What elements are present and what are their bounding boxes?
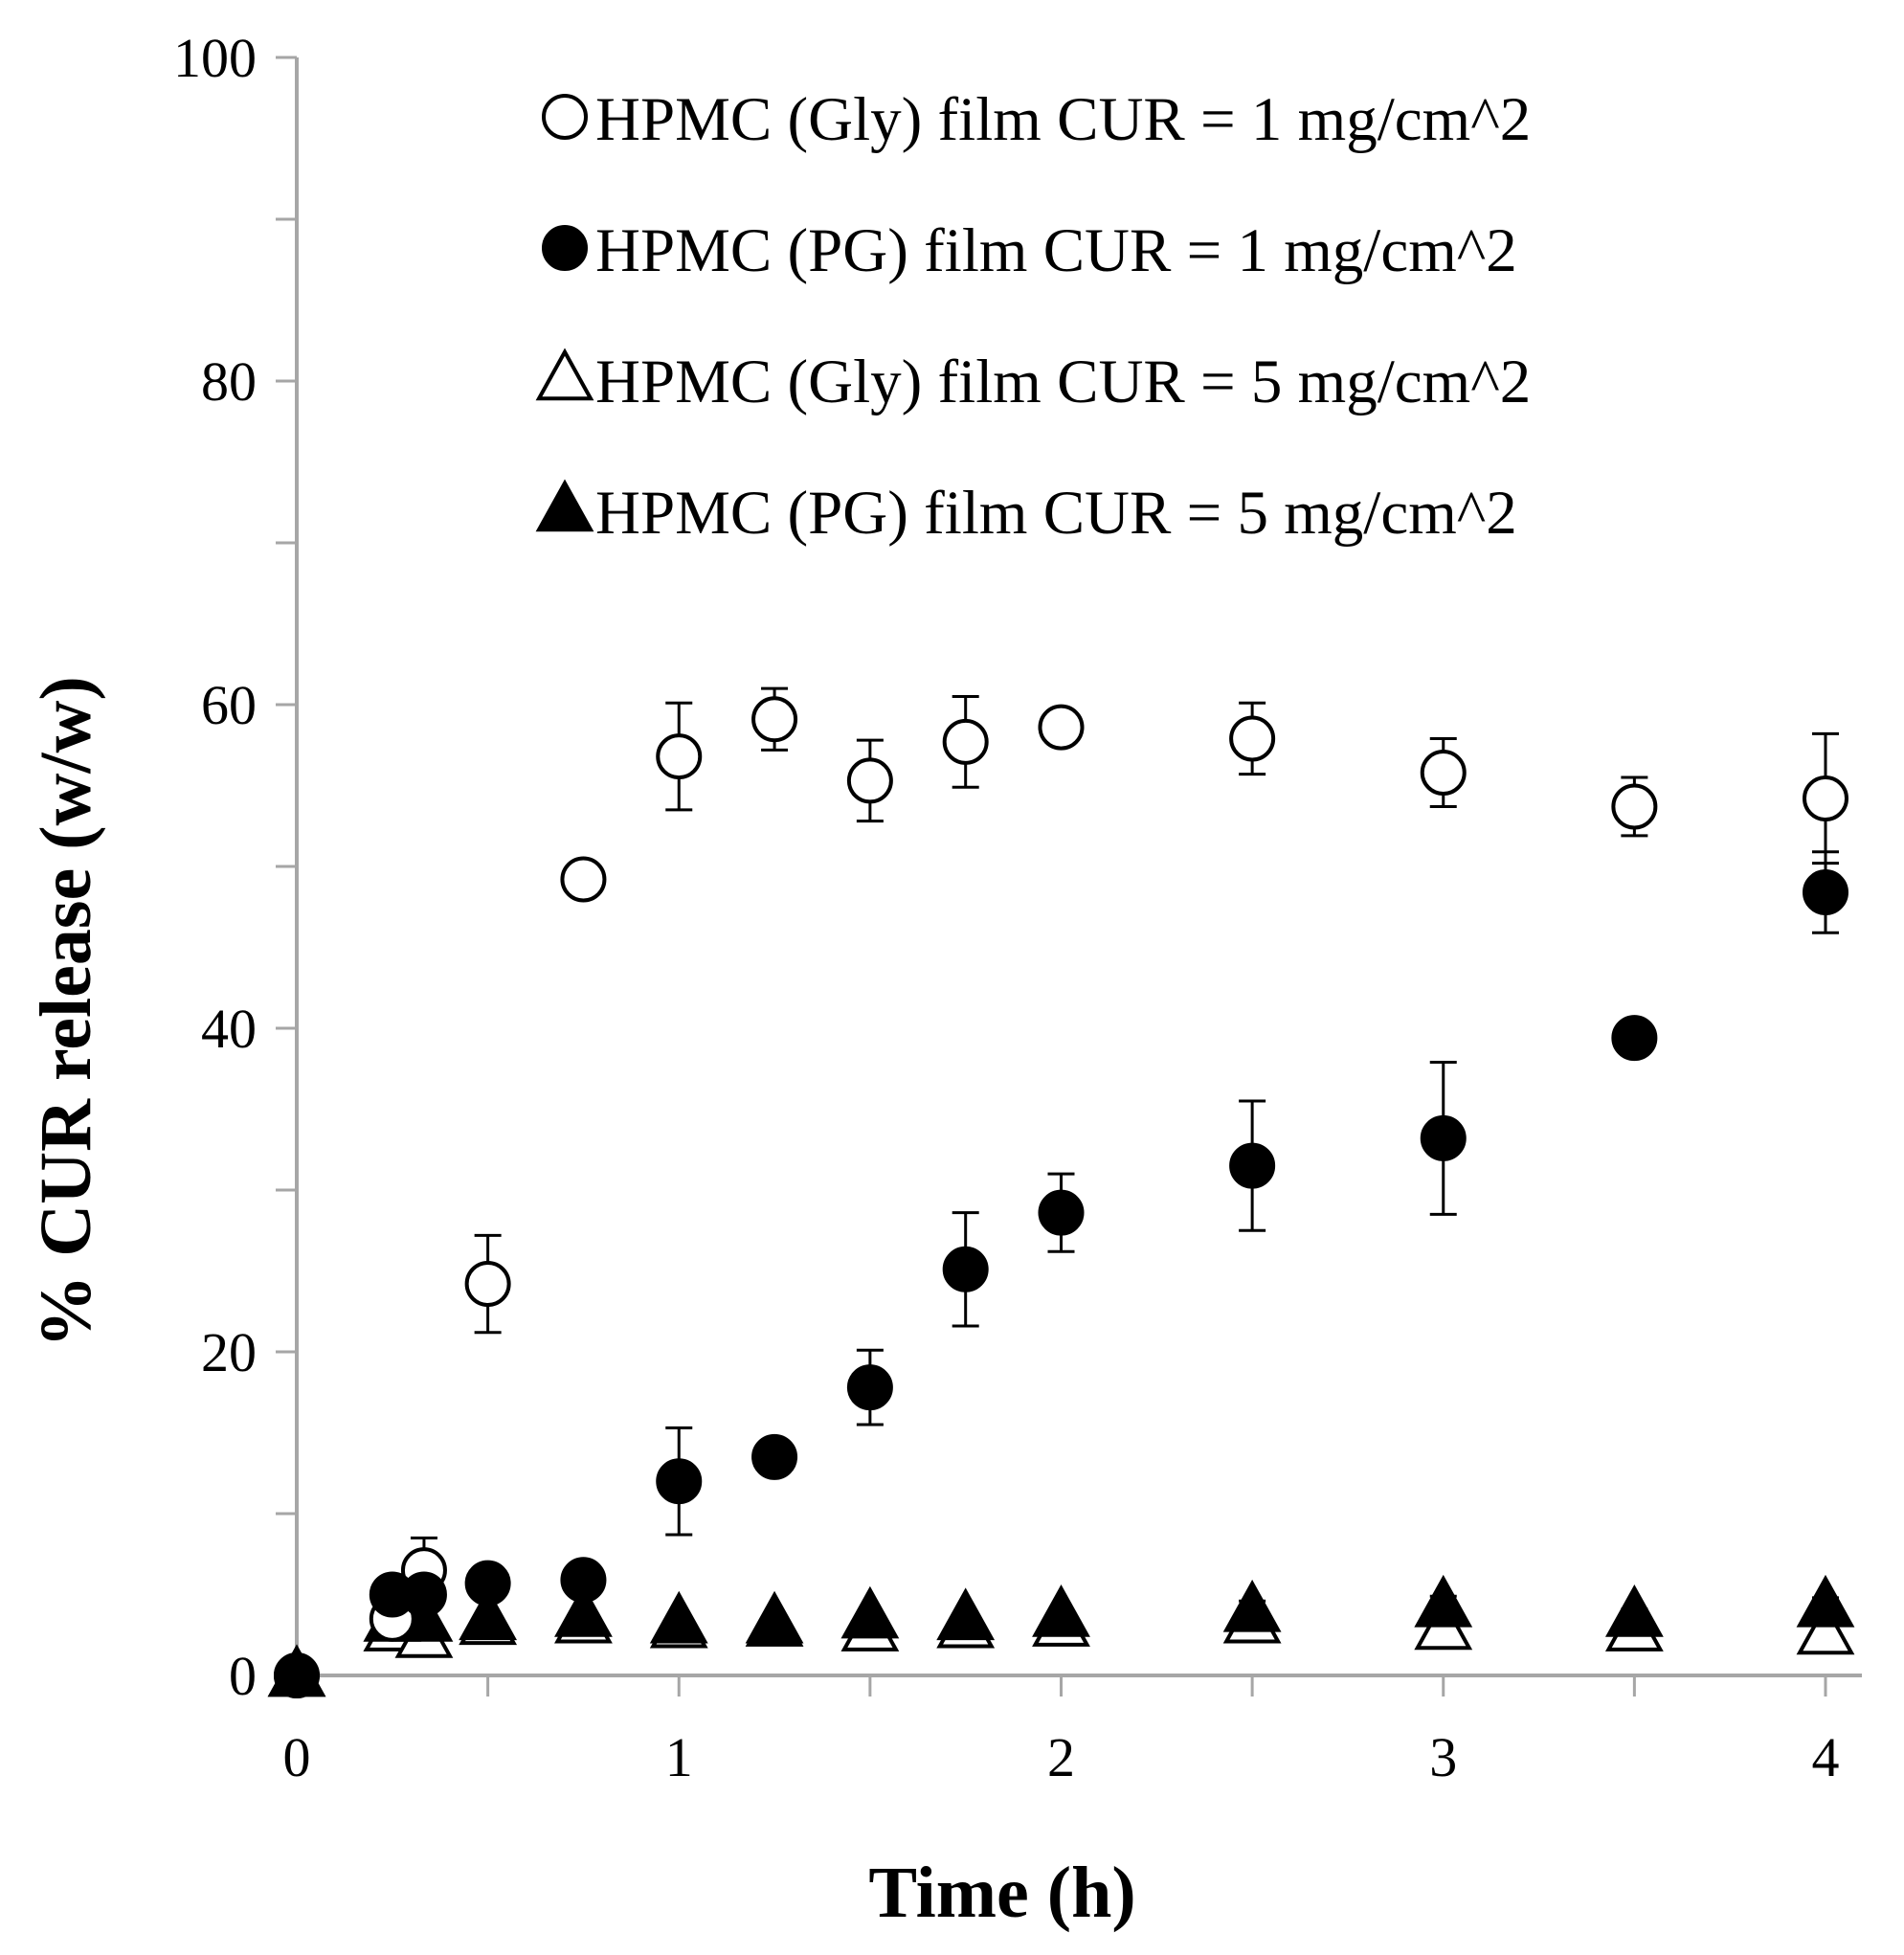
data-point [464,1560,511,1607]
data-point [554,1584,613,1637]
data-point [936,1587,996,1641]
x-axis-title: Time (h) [868,1853,1135,1933]
y-tick-label: 80 [201,350,257,413]
data-point [846,757,893,804]
data-point [942,1246,989,1292]
legend-marker [542,225,588,271]
y-tick-label: 100 [173,27,257,89]
data-point [840,1585,900,1639]
data-point [1796,1602,1855,1655]
data-point [1611,1015,1658,1062]
data-point [1604,1584,1664,1637]
axes: 0 20 40 60 80 100 0 1 2 3 4 [173,27,1862,1788]
legend-marker [535,479,594,532]
legend-marker [535,348,594,401]
y-tick-label: 40 [201,998,257,1060]
data-point [464,1261,511,1308]
y-tick-label: 60 [201,674,257,736]
data-point [1611,783,1658,830]
data-markers [267,696,1855,1698]
data-point [1222,1579,1282,1632]
legend-marker [542,94,588,140]
data-point [1414,1574,1473,1628]
data-point [751,1433,798,1480]
data-point [846,1364,893,1411]
legend-label: HPMC (Gly) film CUR = 1 mg/cm^2 [595,85,1531,154]
legend-entry: HPMC (PG) film CUR = 5 mg/cm^2 [535,479,1517,548]
x-tick-label: 1 [665,1726,693,1788]
data-point [400,1571,447,1618]
data-point [560,1557,607,1604]
data-point [1229,715,1276,762]
error-bars [378,686,1839,1645]
x-tick-label: 2 [1047,1726,1075,1788]
data-point [942,718,989,765]
data-point [1803,869,1848,916]
legend-entry: HPMC (PG) film CUR = 1 mg/cm^2 [542,216,1517,285]
y-axis-title: % CUR release (w/w) [26,676,106,1347]
data-point [1803,775,1848,822]
data-point [1229,1142,1276,1189]
data-point [274,1652,320,1698]
legend-entry: HPMC (Gly) film CUR = 1 mg/cm^2 [542,85,1531,154]
data-point [1032,1584,1090,1637]
data-point [1038,704,1085,751]
legend-entry: HPMC (Gly) film CUR = 5 mg/cm^2 [535,348,1531,416]
data-point [1796,1574,1855,1628]
data-point [656,1458,703,1505]
data-point [560,856,607,903]
data-point [656,733,703,780]
legend-label: HPMC (Gly) film CUR = 5 mg/cm^2 [595,348,1531,416]
data-point [745,1590,804,1644]
x-tick-label: 3 [1429,1726,1457,1788]
data-point [751,696,798,743]
x-tick-label: 0 [283,1726,311,1788]
data-point [1420,1114,1467,1161]
data-point [649,1590,708,1644]
legend-label: HPMC (PG) film CUR = 1 mg/cm^2 [595,216,1517,285]
legend-label: HPMC (PG) film CUR = 5 mg/cm^2 [595,479,1517,548]
data-point [459,1587,518,1641]
x-tick-label: 4 [1812,1726,1840,1788]
y-tick-label: 0 [229,1645,257,1707]
data-point [1420,749,1467,796]
legend: HPMC (Gly) film CUR = 1 mg/cm^2 HPMC (PG)… [535,85,1531,548]
y-tick-label: 20 [201,1321,257,1383]
data-point [1038,1189,1085,1236]
